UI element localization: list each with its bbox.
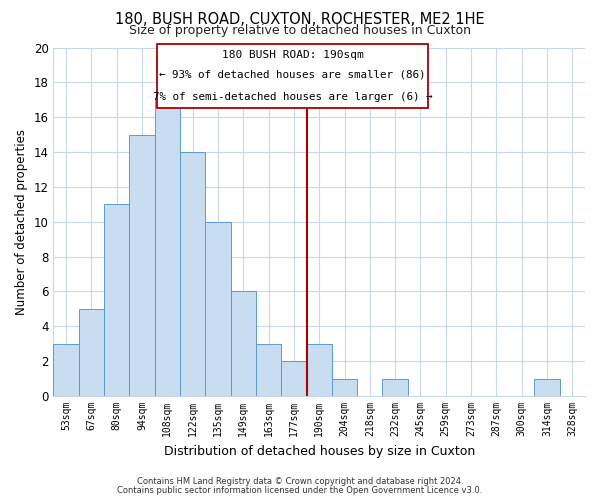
- Bar: [382, 378, 408, 396]
- Text: 180, BUSH ROAD, CUXTON, ROCHESTER, ME2 1HE: 180, BUSH ROAD, CUXTON, ROCHESTER, ME2 1…: [115, 12, 485, 28]
- Text: 7% of semi-detached houses are larger (6) →: 7% of semi-detached houses are larger (6…: [153, 92, 433, 102]
- Bar: [230, 292, 256, 396]
- Text: Contains public sector information licensed under the Open Government Licence v3: Contains public sector information licen…: [118, 486, 482, 495]
- Bar: [256, 344, 281, 396]
- Bar: [53, 344, 79, 396]
- Y-axis label: Number of detached properties: Number of detached properties: [15, 129, 28, 315]
- Bar: [281, 361, 307, 396]
- Text: Contains HM Land Registry data © Crown copyright and database right 2024.: Contains HM Land Registry data © Crown c…: [137, 477, 463, 486]
- Text: ← 93% of detached houses are smaller (86): ← 93% of detached houses are smaller (86…: [160, 70, 426, 80]
- Text: 180 BUSH ROAD: 190sqm: 180 BUSH ROAD: 190sqm: [222, 50, 364, 60]
- FancyBboxPatch shape: [157, 44, 428, 108]
- Bar: [307, 344, 332, 396]
- Text: Size of property relative to detached houses in Cuxton: Size of property relative to detached ho…: [129, 24, 471, 37]
- Bar: [79, 309, 104, 396]
- Bar: [155, 100, 180, 396]
- Bar: [130, 134, 155, 396]
- Bar: [332, 378, 357, 396]
- Bar: [104, 204, 130, 396]
- Bar: [180, 152, 205, 396]
- Bar: [535, 378, 560, 396]
- Bar: [205, 222, 230, 396]
- X-axis label: Distribution of detached houses by size in Cuxton: Distribution of detached houses by size …: [164, 444, 475, 458]
